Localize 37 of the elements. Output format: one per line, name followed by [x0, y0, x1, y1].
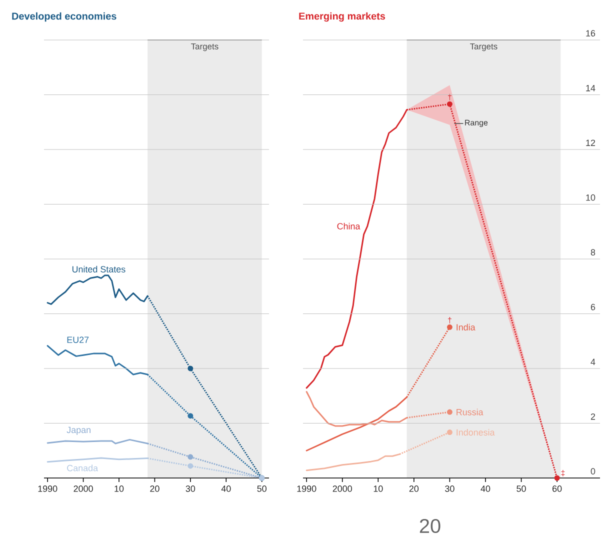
band-label: Targets — [470, 44, 498, 52]
y-tick-label: 2 — [590, 413, 596, 420]
x-tick-label: 40 — [480, 486, 490, 492]
x-tick-label: 10 — [374, 486, 383, 492]
series-label: Japan — [66, 426, 90, 435]
y-tick-label: 6 — [590, 304, 596, 310]
x-tick-label: 20 — [409, 486, 419, 492]
series-label: China — [337, 222, 360, 230]
y-tick-label: 4 — [590, 358, 596, 365]
x-tick-label: 2000 — [74, 486, 93, 492]
x-tick-label: 50 — [257, 486, 266, 492]
y-tick-label: 8 — [590, 249, 596, 256]
text: India — [456, 324, 476, 330]
text: Indonesia — [456, 428, 495, 436]
series-label: Canada — [67, 464, 98, 472]
chart-title: Emerging markets — [299, 12, 386, 22]
x-tick-label: 1990 — [297, 486, 316, 492]
y-tick-label: 12 — [586, 140, 596, 146]
band-label: Targets — [191, 44, 218, 52]
y-tick-label: 16 — [586, 30, 596, 36]
chart-title: Developed economies — [12, 12, 116, 22]
y-tick-label: 14 — [586, 85, 596, 92]
x-tick-label: 60 — [552, 486, 562, 492]
text: 20 — [420, 518, 440, 534]
x-tick-label: 2000 — [332, 486, 352, 492]
y-tick-label: 10 — [586, 194, 596, 201]
y-tick-label: 0 — [590, 468, 596, 474]
text: Russia — [456, 408, 484, 416]
series-label: EU27 — [67, 336, 89, 343]
x-tick-label: 1990 — [38, 486, 58, 492]
series-label: United States — [72, 266, 126, 272]
x-tick-label: 30 — [445, 486, 454, 492]
x-tick-label: 40 — [221, 486, 231, 492]
x-tick-label: 30 — [186, 486, 196, 492]
x-tick-label: 10 — [114, 486, 124, 492]
x-tick-label: 20 — [150, 486, 160, 492]
x-tick-label: 50 — [516, 486, 526, 492]
